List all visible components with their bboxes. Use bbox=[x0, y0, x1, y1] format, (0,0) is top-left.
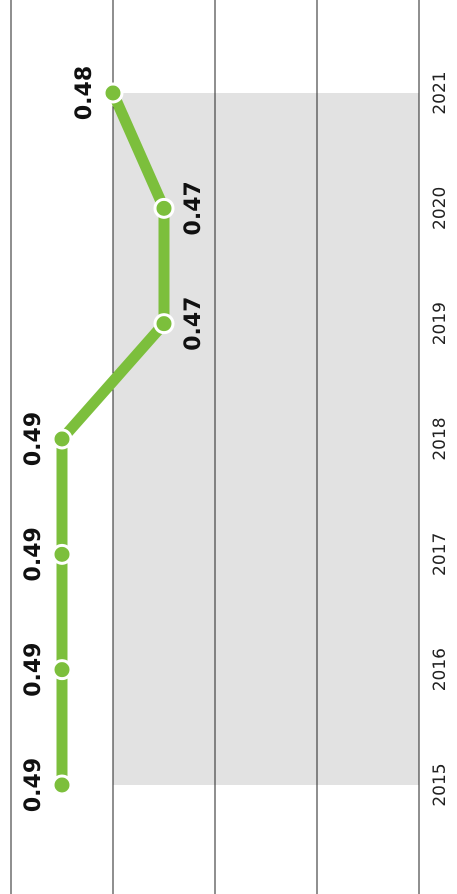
x-tick-label: 2021 bbox=[430, 71, 450, 114]
x-tick-label: 2020 bbox=[430, 187, 450, 230]
value-label: 0.49 bbox=[21, 527, 46, 581]
x-tick-label: 2016 bbox=[430, 648, 450, 691]
marker bbox=[153, 197, 175, 219]
x-tick-label: 2018 bbox=[430, 417, 450, 460]
marker bbox=[51, 543, 73, 565]
value-label: 0.49 bbox=[21, 758, 46, 812]
x-tick-label: 2017 bbox=[430, 533, 450, 576]
x-tick-label: 2015 bbox=[430, 763, 450, 806]
value-label: 0.48 bbox=[72, 66, 97, 120]
marker bbox=[102, 82, 124, 104]
marker bbox=[51, 428, 73, 450]
x-tick-label: 2019 bbox=[430, 302, 450, 345]
marker bbox=[153, 313, 175, 335]
marker bbox=[51, 774, 73, 796]
marker bbox=[51, 659, 73, 681]
value-label: 0.47 bbox=[181, 181, 206, 235]
value-label: 0.49 bbox=[21, 643, 46, 697]
value-label: 0.47 bbox=[181, 297, 206, 351]
value-label: 0.49 bbox=[21, 412, 46, 466]
